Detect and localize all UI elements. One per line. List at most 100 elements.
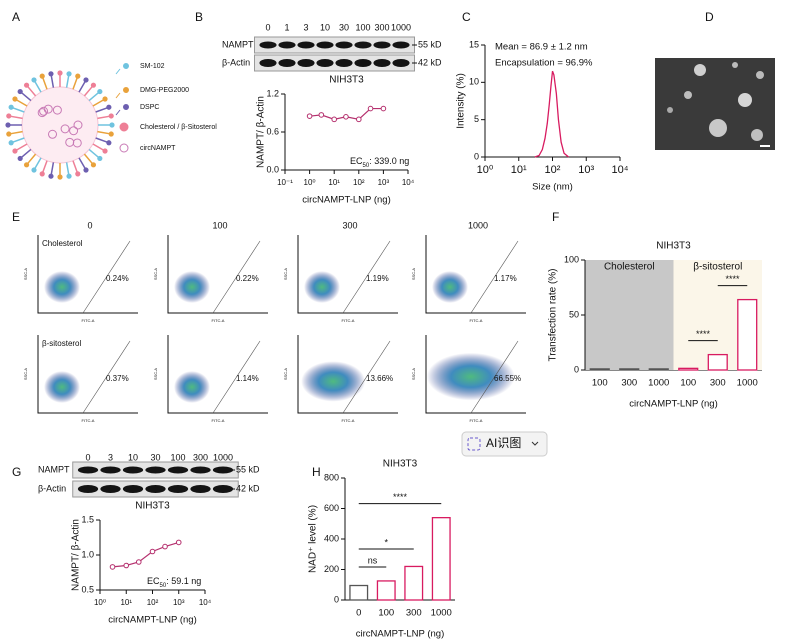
- flow-density: [44, 271, 80, 303]
- y-tick-label: 0: [474, 151, 479, 161]
- axis-label: SSC-A: [153, 368, 158, 381]
- percentage: 0.22%: [236, 274, 259, 283]
- y-tick-label: 50: [569, 309, 579, 319]
- lipid-tail: [10, 115, 23, 120]
- row-label: Cholesterol: [42, 239, 83, 248]
- band: [373, 59, 391, 67]
- x-tick-label: 10⁰: [477, 164, 494, 176]
- column-label: 100: [212, 220, 227, 230]
- flow-axes: [425, 235, 526, 314]
- dose-label: 100: [170, 452, 185, 462]
- annotation-part: : 59.1 ng: [166, 576, 201, 586]
- blot-label: NAMPT: [38, 464, 70, 474]
- band: [316, 59, 334, 67]
- annotation-part: 50: [160, 583, 167, 589]
- bar: [349, 584, 369, 601]
- point: [109, 564, 116, 570]
- rna: [52, 105, 62, 115]
- lipid-head: [75, 171, 81, 177]
- panel-label: B: [195, 10, 203, 24]
- y-tick-label: 0: [574, 364, 579, 374]
- lipid-head: [57, 70, 63, 76]
- percentage: 0.37%: [106, 374, 129, 383]
- size-label: 42 kD: [236, 483, 260, 493]
- panel-label: D: [705, 10, 714, 24]
- rna: [72, 138, 82, 148]
- lipid-head: [17, 155, 23, 162]
- flow-axes: [297, 235, 398, 314]
- lipid-tail: [88, 92, 99, 102]
- lipid-tail: [34, 81, 42, 93]
- y-tick-label: 10: [469, 77, 479, 87]
- axis-label: FITC-A: [212, 318, 225, 323]
- column-label: 0: [87, 220, 92, 230]
- bar: [678, 367, 699, 371]
- lipid-tail: [65, 75, 70, 88]
- lipid-head: [31, 167, 37, 173]
- band: [335, 41, 353, 49]
- rna: [60, 124, 70, 134]
- y-tick-label: 0.0: [266, 164, 279, 174]
- button-label[interactable]: AI识图: [486, 436, 521, 450]
- significance: ****: [696, 329, 711, 339]
- lipid-head: [5, 122, 11, 128]
- dose-label: 100: [355, 22, 370, 32]
- column-label: 1000: [468, 220, 488, 230]
- lipid-tail: [34, 157, 42, 169]
- lipid-head: [90, 82, 97, 88]
- gate: [82, 240, 131, 314]
- group-label: Cholesterol: [604, 262, 655, 273]
- lipid-head: [48, 71, 54, 77]
- band: [354, 59, 372, 67]
- band: [190, 466, 211, 474]
- legend-label: circNAMPT: [140, 145, 176, 152]
- lipid-tail: [10, 130, 23, 135]
- lipid-tail: [83, 86, 93, 97]
- column-label: 300: [342, 220, 357, 230]
- significance: ns: [368, 555, 378, 565]
- band: [259, 59, 277, 67]
- lipid-tail: [12, 107, 25, 113]
- y-axis-label: Transfection rate (%): [548, 269, 559, 362]
- legend-label: Cholesterol / β-Sitosterol: [140, 124, 217, 131]
- legend-icon: [115, 109, 121, 116]
- point: [175, 539, 182, 546]
- band: [212, 466, 234, 474]
- lipid-tail: [27, 86, 37, 97]
- band: [167, 466, 189, 474]
- band: [297, 41, 315, 49]
- lipid-tail: [88, 148, 99, 158]
- band: [212, 485, 234, 493]
- lipid-tail: [72, 77, 78, 90]
- y-tick-label: 15: [469, 39, 479, 49]
- axis-label: FITC-A: [342, 318, 355, 323]
- size-label: 55 kD: [418, 39, 442, 49]
- flow-density: [174, 271, 210, 303]
- band: [354, 41, 372, 49]
- dose-label: 1000: [391, 22, 411, 32]
- trend-line: [112, 541, 179, 568]
- y-tick-label: 1.5: [81, 514, 94, 524]
- gate: [342, 340, 391, 414]
- percentage: 13.66%: [366, 374, 393, 383]
- chart-title: NIH3T3: [329, 75, 364, 86]
- significance: ****: [725, 274, 740, 284]
- rna: [39, 106, 49, 116]
- rna: [69, 126, 79, 136]
- ai-button[interactable]: AI识图: [461, 431, 548, 457]
- axis-label: SSC-A: [23, 368, 28, 381]
- bar: [707, 353, 728, 371]
- lipid-tail: [65, 162, 70, 175]
- lipid-head: [83, 77, 89, 83]
- gate: [212, 340, 261, 414]
- rna: [73, 120, 83, 130]
- lipid-tail: [27, 153, 37, 164]
- axis-label: SSC-A: [283, 268, 288, 281]
- lipid-head: [31, 77, 37, 83]
- lipid-head: [66, 173, 72, 179]
- size-label: 42 kD: [418, 57, 442, 67]
- panel-label: H: [312, 465, 321, 479]
- x-axis-label: circNAMPT-LNP (ng): [629, 399, 718, 410]
- dose-label: 0: [85, 452, 90, 462]
- lipid-head: [39, 171, 45, 177]
